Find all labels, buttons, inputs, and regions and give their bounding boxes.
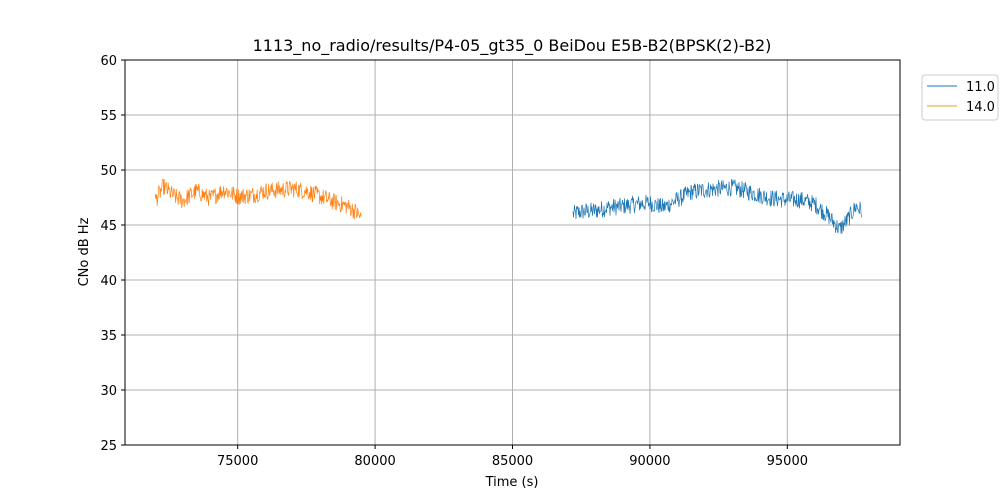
y-tick-label: 45 [100,219,117,234]
x-tick-label: 80000 [354,454,395,469]
x-tick-label: 90000 [629,454,670,469]
x-axis: 75000 80000 85000 90000 95000 [217,445,808,469]
series-line-0 [572,179,862,234]
y-tick-label: 30 [100,384,117,399]
legend: 11.0 14.0 [921,74,999,121]
x-tick-label: 95000 [767,454,808,469]
y-tick-label: 55 [100,109,117,124]
x-axis-title: Time (s) [485,475,539,490]
y-tick-label: 25 [100,439,117,454]
legend-label: 11.0 [966,80,995,95]
y-tick-label: 60 [100,54,117,69]
series-layer [154,178,862,234]
legend-label: 14.0 [966,100,995,115]
y-tick-label: 40 [100,274,117,289]
y-axis: 25 30 35 40 45 50 55 60 [100,54,125,454]
series-line-1 [154,178,362,220]
chart-title: 1113_no_radio/results/P4-05_gt35_0 BeiDo… [253,36,772,56]
x-tick-label: 85000 [492,454,533,469]
x-tick-label: 75000 [217,454,258,469]
y-tick-label: 35 [100,329,117,344]
y-axis-title: CNo dB Hz [77,217,92,286]
y-tick-label: 50 [100,164,117,179]
